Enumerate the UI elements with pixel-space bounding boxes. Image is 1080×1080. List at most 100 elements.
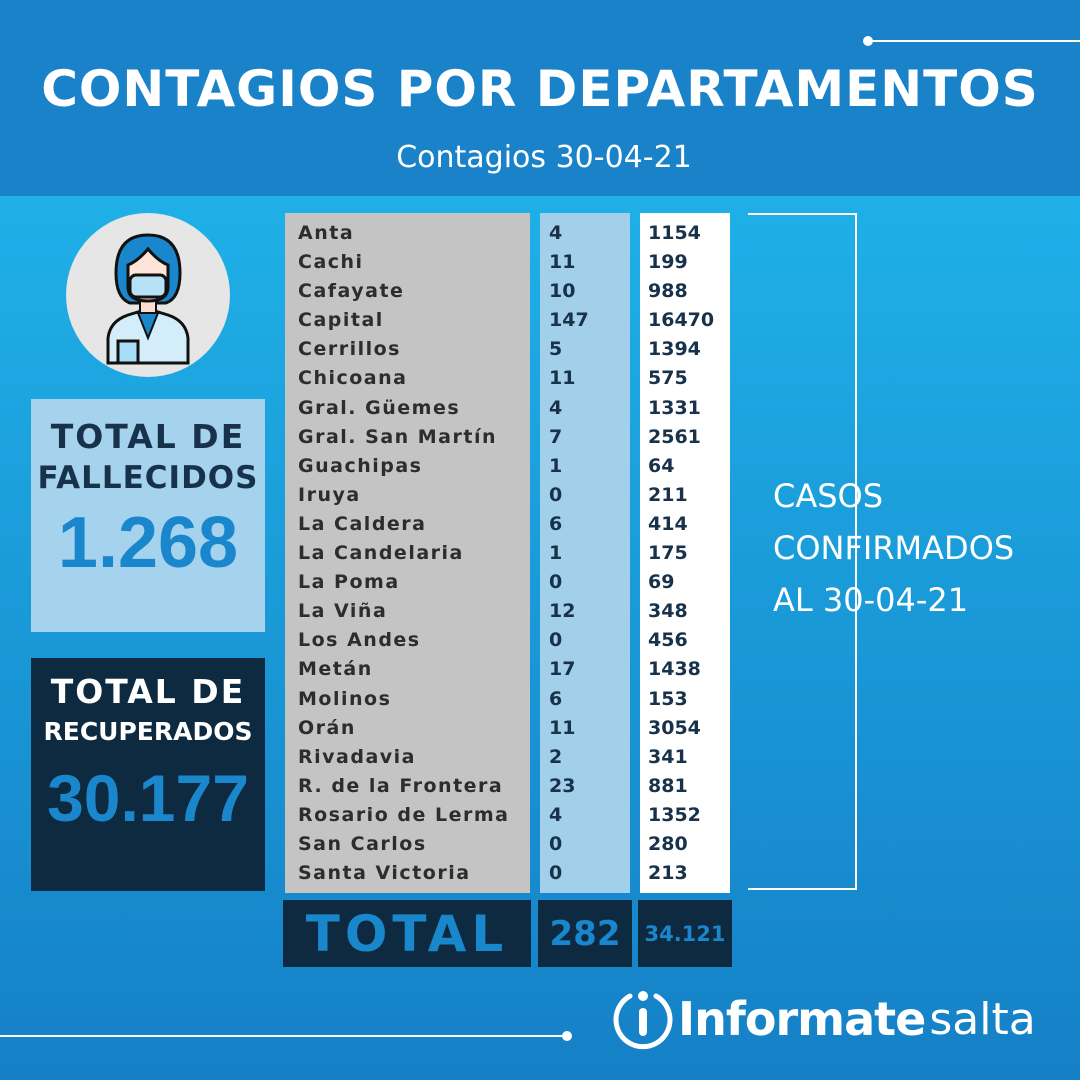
page-subtitle: Contagios 30-04-21: [396, 140, 692, 175]
new-cases-value: 1: [549, 542, 563, 565]
total-cases-value: 64: [648, 454, 675, 477]
total-cases-value: 153: [648, 687, 688, 710]
total-cases-value: 988: [648, 280, 688, 303]
fallecidos-label-1: TOTAL DE: [50, 417, 246, 456]
department-name: Cerrillos: [298, 338, 401, 361]
avatar: [66, 213, 230, 377]
logo-text-bold: Informate: [678, 992, 926, 1046]
total-cases-value: 280: [648, 832, 688, 855]
new-cases-value: 17: [549, 658, 576, 681]
page-title: CONTAGIOS POR DEPARTAMENTOS: [41, 60, 1039, 118]
new-cases-value: 0: [549, 629, 563, 652]
department-name: Rivadavia: [298, 745, 416, 768]
department-name: R. de la Frontera: [298, 774, 504, 797]
new-cases-value: 2: [549, 745, 563, 768]
total-cases-value: 1394: [648, 338, 701, 361]
new-cases-value: 147: [549, 309, 589, 332]
total-cases-value: 1331: [648, 396, 701, 419]
department-name: La Candelaria: [298, 542, 464, 565]
total-cases-value: 456: [648, 629, 688, 652]
masked-health-worker-icon: [106, 233, 190, 365]
new-cases-value: 4: [549, 803, 563, 826]
total-cases-value: 3054: [648, 716, 701, 739]
department-name: Gral. Güemes: [298, 396, 461, 419]
new-cases-value: 0: [549, 571, 563, 594]
total-cases-value: 175: [648, 542, 688, 565]
total-cases-cell: 34.121: [638, 900, 732, 967]
total-cases-value: 881: [648, 774, 688, 797]
recuperados-label-1: TOTAL DE: [50, 672, 246, 711]
casos-line-1: CASOS: [773, 477, 884, 515]
new-cases-value: 10: [549, 280, 576, 303]
fallecidos-value: 1.268: [57, 503, 239, 583]
total-cases-value: 348: [648, 600, 688, 623]
total-cases-value: 1154: [648, 222, 701, 244]
new-cases-value: 11: [549, 367, 576, 390]
new-cases-column: 4 11 10 147 5 11 4 7 1 0 6 1 0 12 0 17 6 11 2 23 4 0 0: [540, 213, 630, 893]
department-names-column: Anta Cachi Cafayate Capital Cerrillos Chicoan…: [285, 213, 530, 893]
total-cases-column: 1154 199 988 16470 1394 575 1331 2561 64 211 414 17…: [640, 213, 730, 893]
decor-dot-bottom: [562, 1031, 572, 1041]
department-name: Metán: [298, 658, 373, 681]
decor-line-bottom: [0, 1035, 566, 1037]
total-cases-value: 211: [648, 483, 688, 506]
department-name: Rosario de Lerma: [298, 803, 510, 826]
department-name: Gral. San Martín: [298, 425, 497, 448]
department-name: Capital: [298, 309, 384, 332]
casos-line-2: CONFIRMADOS: [773, 529, 1015, 567]
total-new-cell: 282: [538, 900, 632, 967]
department-name: Anta: [298, 222, 355, 244]
new-cases-value: 0: [549, 862, 563, 885]
new-cases-value: 23: [549, 774, 576, 797]
new-cases-value: 6: [549, 512, 563, 535]
new-cases-value: 5: [549, 338, 563, 361]
department-name: Iruya: [298, 483, 361, 506]
bracket-line: [748, 213, 857, 890]
total-cases-value: 16470: [648, 309, 715, 332]
new-cases-value: 0: [549, 832, 563, 855]
new-cases-value: 0: [549, 483, 563, 506]
total-cases-value: 2561: [648, 425, 701, 448]
department-name: La Poma: [298, 571, 400, 594]
department-name: La Caldera: [298, 512, 427, 535]
total-cases-value: 1352: [648, 803, 701, 826]
casos-line-3: AL 30-04-21: [773, 581, 969, 619]
new-cases-value: 12: [549, 600, 576, 623]
department-name: Cafayate: [298, 280, 405, 303]
department-name: Los Andes: [298, 629, 421, 652]
decor-line-top: [870, 40, 1080, 42]
total-cases-value: 575: [648, 367, 688, 390]
department-name: Cachi: [298, 251, 364, 274]
total-cases-value: 69: [648, 571, 675, 594]
casos-confirmados-label: CASOS CONFIRMADOS AL 30-04-21: [773, 470, 1014, 626]
total-label-cell: TOTAL: [283, 900, 531, 967]
total-recuperados-card: TOTAL DE RECUPERADOS 30.177: [31, 658, 265, 891]
department-name: Chicoana: [298, 367, 408, 390]
new-cases-value: 1: [549, 454, 563, 477]
info-icon: [613, 991, 673, 1050]
department-name: Guachipas: [298, 454, 423, 477]
recuperados-value: 30.177: [47, 761, 249, 835]
new-cases-value: 4: [549, 396, 563, 419]
new-cases-value: 4: [549, 222, 563, 244]
recuperados-label-2: RECUPERADOS: [43, 717, 253, 746]
new-cases-value: 7: [549, 425, 563, 448]
total-fallecidos-card: TOTAL DE FALLECIDOS 1.268: [31, 399, 265, 632]
decor-dot-top: [863, 36, 873, 46]
logo-text-light: salta: [929, 993, 1036, 1045]
header-band: [0, 0, 1080, 196]
informate-salta-logo: Informate salta: [612, 988, 1036, 1050]
total-cases-value: 414: [648, 512, 688, 535]
department-name: San Carlos: [298, 832, 427, 855]
total-cases-value: 1438: [648, 658, 701, 681]
department-name: La Viña: [298, 600, 388, 623]
total-cases-value: 213: [648, 862, 688, 885]
new-cases-value: 11: [549, 716, 576, 739]
department-name: Orán: [298, 716, 356, 739]
total-cases-value: 341: [648, 745, 688, 768]
fallecidos-label-2: FALLECIDOS: [37, 460, 259, 496]
total-cases-value: 199: [648, 251, 688, 274]
new-cases-value: 11: [549, 251, 576, 274]
department-name: Santa Victoria: [298, 862, 471, 885]
department-name: Molinos: [298, 687, 392, 710]
